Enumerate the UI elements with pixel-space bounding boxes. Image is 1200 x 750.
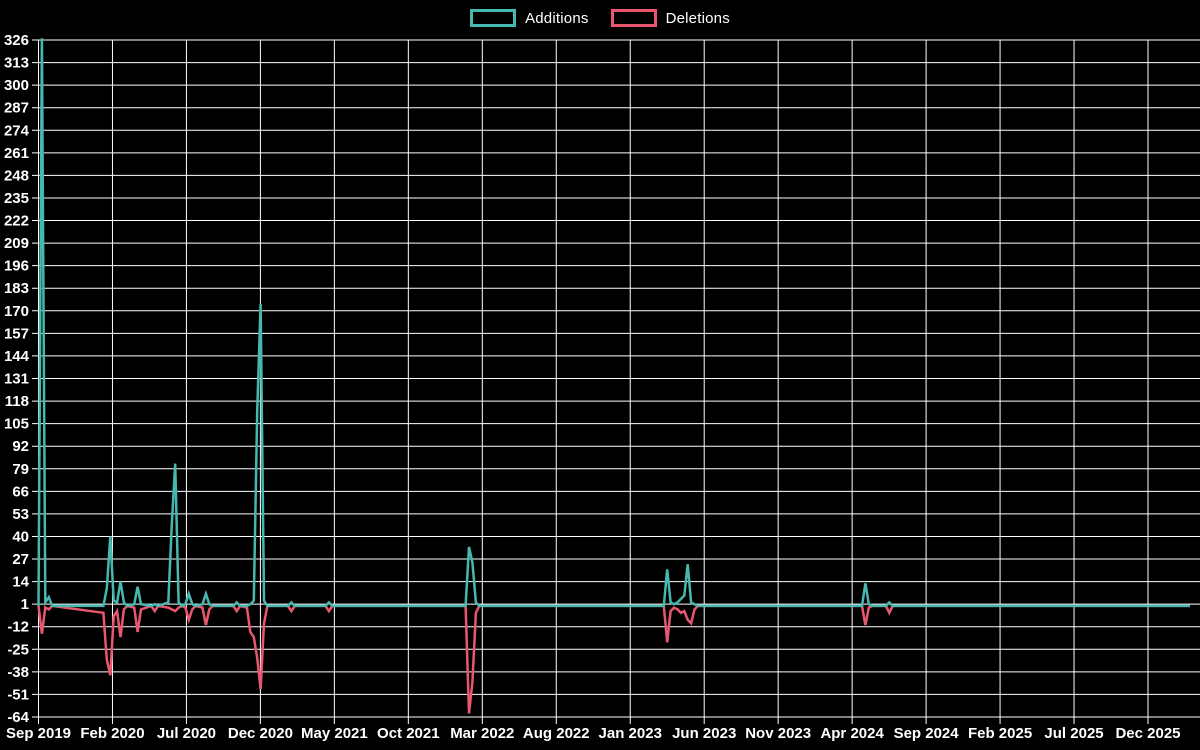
x-axis-tick-label: Sep 2024 (894, 725, 960, 742)
x-axis-tick-label: Feb 2025 (968, 725, 1032, 742)
y-axis-tick-label: -38 (7, 664, 29, 681)
x-axis-tick-label: Oct 2021 (377, 725, 440, 742)
x-axis-tick-label: Aug 2022 (523, 725, 590, 742)
y-axis-tick-label: 274 (4, 122, 30, 139)
y-axis-tick-label: 105 (4, 416, 29, 433)
y-axis-tick-label: 222 (4, 213, 29, 230)
series-line-deletions (37, 604, 1190, 714)
chart-legend: Additions Deletions (0, 6, 1200, 30)
x-axis-tick-label: May 2021 (301, 725, 368, 742)
y-axis-tick-label: 313 (4, 55, 29, 72)
y-axis-tick-label: 196 (4, 258, 29, 275)
y-axis-tick-label: 131 (4, 371, 29, 388)
x-axis-tick-label: Apr 2024 (820, 725, 884, 742)
y-axis-tick-label: -25 (7, 641, 29, 658)
y-axis-tick-label: 300 (4, 77, 29, 94)
y-axis-tick-label: 144 (4, 348, 30, 365)
y-axis-tick-label: 27 (12, 551, 29, 568)
x-axis-tick-label: Jul 2025 (1044, 725, 1103, 742)
y-axis-tick-label: 92 (12, 438, 29, 455)
legend-label-additions: Additions (525, 9, 589, 27)
y-axis-tick-label: 209 (4, 235, 29, 252)
x-axis-tick-label: Dec 2020 (228, 725, 293, 742)
y-axis-tick-label: 1 (21, 596, 29, 613)
y-axis-tick-label: 261 (4, 145, 29, 162)
y-axis-tick-label: 66 (12, 483, 29, 500)
x-axis-tick-label: Dec 2025 (1115, 725, 1180, 742)
x-axis-tick-label: Sep 2019 (6, 725, 71, 742)
y-axis-tick-label: 118 (5, 393, 29, 410)
y-axis-tick-label: 79 (12, 461, 29, 478)
y-axis-tick-label: 326 (4, 32, 29, 49)
y-axis-tick-label: 40 (12, 528, 29, 545)
x-axis-tick-label: Jan 2023 (599, 725, 662, 742)
x-axis-tick-label: Nov 2023 (745, 725, 811, 742)
y-axis-tick-label: 287 (4, 100, 29, 117)
y-axis-tick-label: 183 (4, 280, 29, 297)
x-axis-tick-label: Feb 2020 (80, 725, 144, 742)
y-axis-tick-label: 235 (4, 190, 29, 207)
y-axis-tick-label: 157 (4, 325, 29, 342)
legend-label-deletions: Deletions (665, 9, 730, 27)
x-axis-tick-label: Jul 2020 (157, 725, 216, 742)
y-axis-tick-label: -64 (7, 709, 29, 726)
y-axis-tick-label: 170 (4, 303, 29, 320)
deletions-swatch-icon (610, 9, 657, 27)
y-axis-tick-label: -12 (7, 619, 29, 636)
x-axis-tick-label: Mar 2022 (450, 725, 514, 742)
legend-item-deletions[interactable]: Deletions (610, 9, 730, 27)
y-axis-tick-label: 14 (12, 574, 29, 591)
additions-swatch-icon (470, 9, 517, 27)
series-line-additions (37, 38, 1190, 608)
x-axis-tick-label: Jun 2023 (672, 725, 736, 742)
legend-item-additions[interactable]: Additions (470, 9, 589, 27)
y-axis-tick-label: 248 (4, 167, 29, 184)
y-axis-tick-label: -51 (7, 686, 29, 703)
y-axis-tick-label: 53 (12, 506, 29, 523)
